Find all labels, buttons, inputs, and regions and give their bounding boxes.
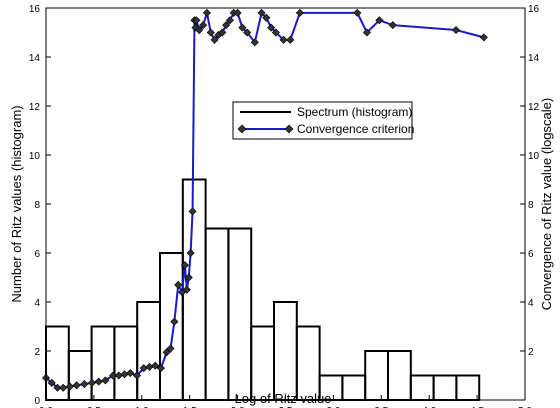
histogram-bar xyxy=(297,327,320,401)
histogram-bar xyxy=(388,351,411,400)
convergence-point xyxy=(207,29,214,36)
histogram-bar xyxy=(342,376,365,401)
y-right-tick-label: 16 xyxy=(528,4,540,15)
x-axis-label: Log of Ritz value xyxy=(235,391,332,406)
convergence-point xyxy=(452,26,459,33)
y-left-tick-label: 2 xyxy=(34,347,40,358)
y-left-tick-label: 12 xyxy=(29,102,41,113)
convergence-point xyxy=(203,9,210,16)
legend: Spectrum (histogram) Convergence criteri… xyxy=(233,102,414,139)
convergence-point xyxy=(296,9,303,16)
convergence-point xyxy=(389,22,396,29)
convergence-point xyxy=(95,378,102,385)
histogram-bar xyxy=(206,229,229,401)
convergence-point xyxy=(88,379,95,386)
y-axis-right-label: Convergence of Ritz value (logscale) xyxy=(539,98,554,310)
convergence-line xyxy=(46,13,484,388)
convergence-point xyxy=(480,34,487,41)
histogram-bar xyxy=(92,327,115,401)
y-left-tick-label: 10 xyxy=(29,151,41,162)
y-right-tick-label: 4 xyxy=(528,298,534,309)
y-left-tick-label: 4 xyxy=(34,298,40,309)
convergence-point xyxy=(73,382,80,389)
convergence-point xyxy=(187,249,194,256)
convergence-point xyxy=(81,380,88,387)
convergence-point xyxy=(146,363,153,370)
histogram-bars xyxy=(46,180,479,401)
histogram-bar xyxy=(69,351,92,400)
histogram-bar xyxy=(160,253,183,400)
y-right-tick-label: 2 xyxy=(528,347,534,358)
convergence-point xyxy=(171,318,178,325)
histogram-bar xyxy=(434,376,457,401)
convergence-point xyxy=(127,369,134,376)
y-right-tick-label: 8 xyxy=(528,200,534,211)
y-right-tick-label: 10 xyxy=(528,151,540,162)
histogram-bar xyxy=(411,376,434,401)
histogram-bar xyxy=(228,229,251,401)
y-right-tick-label: 14 xyxy=(528,53,540,64)
y-right-tick-label: 12 xyxy=(528,102,540,113)
convergence-point xyxy=(189,208,196,215)
histogram-bar xyxy=(114,327,137,401)
legend-histogram-label: Spectrum (histogram) xyxy=(297,105,412,119)
axis-ticks: 0.0 0.5 1.0 1.5 2.0 2.5 3.0 3.5 4.0 4.5 5.0 0 2 4 6 8 10… xyxy=(29,4,540,408)
plot-area-border xyxy=(46,8,525,400)
y-axis-left-label: Number of Ritz values (histogram) xyxy=(9,105,24,302)
histogram-bar xyxy=(274,302,297,400)
convergence-point xyxy=(175,281,182,288)
convergence-point xyxy=(354,9,361,16)
y-left-tick-label: 16 xyxy=(29,4,41,15)
convergence-point xyxy=(115,372,122,379)
convergence-series xyxy=(42,9,487,391)
convergence-point xyxy=(66,383,73,390)
y-left-tick-label: 8 xyxy=(34,200,40,211)
convergence-point xyxy=(287,36,294,43)
histogram-bar xyxy=(251,327,274,401)
legend-convergence-label: Convergence criterion xyxy=(297,122,414,136)
y-right-tick-label: 6 xyxy=(528,249,534,260)
convergence-point xyxy=(60,384,67,391)
histogram-bar xyxy=(365,351,388,400)
plot-frame xyxy=(46,8,525,400)
y-left-tick-label: 0 xyxy=(34,396,40,407)
histogram-bar xyxy=(137,302,160,400)
histogram-bar xyxy=(456,376,479,401)
convergence-point xyxy=(121,371,128,378)
y-left-tick-label: 14 xyxy=(29,53,41,64)
y-left-tick-label: 6 xyxy=(34,249,40,260)
